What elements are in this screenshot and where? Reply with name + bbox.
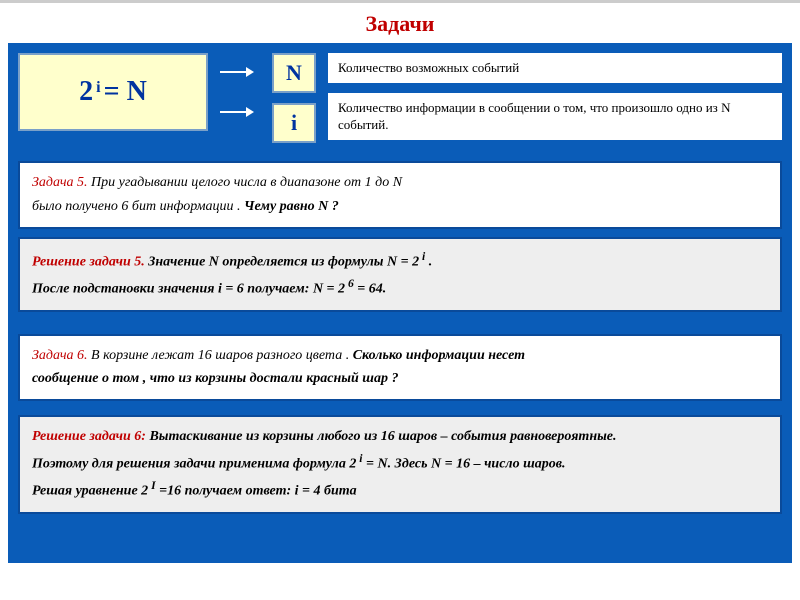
sol6-f2: = N. (363, 457, 392, 472)
sol6-answer: i = 4 бита (295, 484, 357, 499)
formula-box: 2i = N (18, 53, 208, 131)
task6-label: Задача 6. (32, 348, 88, 363)
formula-eq: = N (104, 76, 147, 108)
sol5-line1b: . (425, 254, 432, 269)
sol5-exp2: 6 (345, 277, 354, 290)
content-panel: 2i = N N i Количество возможных событий … (8, 43, 792, 563)
task6-line1: В корзине лежат 16 шаров разного цвета . (88, 348, 353, 363)
task5-line1: При угадывании целого числа в диапазоне … (88, 175, 403, 190)
arrow-icon (220, 71, 252, 73)
sol6-label: Решение задачи 6: (32, 429, 146, 444)
formula-row: 2i = N N i Количество возможных событий … (18, 53, 782, 143)
task6-block: Задача 6. В корзине лежат 16 шаров разно… (18, 334, 782, 402)
i-label-box: i (272, 103, 316, 143)
task5-label: Задача 5. (32, 175, 88, 190)
solution6-block: Решение задачи 6: Вытаскивание из корзин… (18, 415, 782, 514)
task6-line1b: Сколько информации несет (353, 348, 525, 363)
sol6-line3a: Решая уравнение 2 (32, 484, 148, 499)
description-column: Количество возможных событий Количество … (328, 53, 782, 140)
sol6-line3b: =16 получаем ответ: (156, 484, 295, 499)
sol6-line1: Вытаскивание из корзины любого из 16 шар… (146, 429, 617, 444)
sol5-line2c: = 64. (354, 282, 386, 297)
page-title: Задачи (0, 3, 800, 43)
label-column: N i (272, 53, 316, 143)
task5-block: Задача 5. При угадывании целого числа в … (18, 161, 782, 229)
task6-line2: сообщение о том , что из корзины достали… (32, 371, 398, 386)
i-description: Количество информации в сообщении о том,… (328, 93, 782, 140)
n-label-box: N (272, 53, 316, 93)
sol6-line2a: Поэтому для решения задачи применима фор… (32, 457, 349, 472)
slide: Задачи 2i = N N i Количество возможных с… (0, 0, 800, 600)
n-description: Количество возможных событий (328, 53, 782, 83)
solution5-block: Решение задачи 5. Значение N определяетс… (18, 237, 782, 312)
formula-exp: i (96, 79, 100, 97)
task5-question: Чему равно N ? (244, 199, 339, 214)
sol5-label: Решение задачи 5. (32, 254, 145, 269)
sol5-line2b: N = 2 (313, 282, 345, 297)
arrow-icon (220, 111, 252, 113)
task5-line2a: было получено 6 бит информации . (32, 199, 244, 214)
sol5-line1a: Значение N определяется из формулы N = 2 (145, 254, 419, 269)
formula-base: 2 (79, 76, 93, 108)
sol5-line2a: После подстановки значения i = 6 получае… (32, 282, 313, 297)
sol6-line2b: Здесь N = 16 – число шаров. (391, 457, 565, 472)
arrow-group (220, 53, 260, 131)
sol6-exp3: I (148, 479, 155, 492)
